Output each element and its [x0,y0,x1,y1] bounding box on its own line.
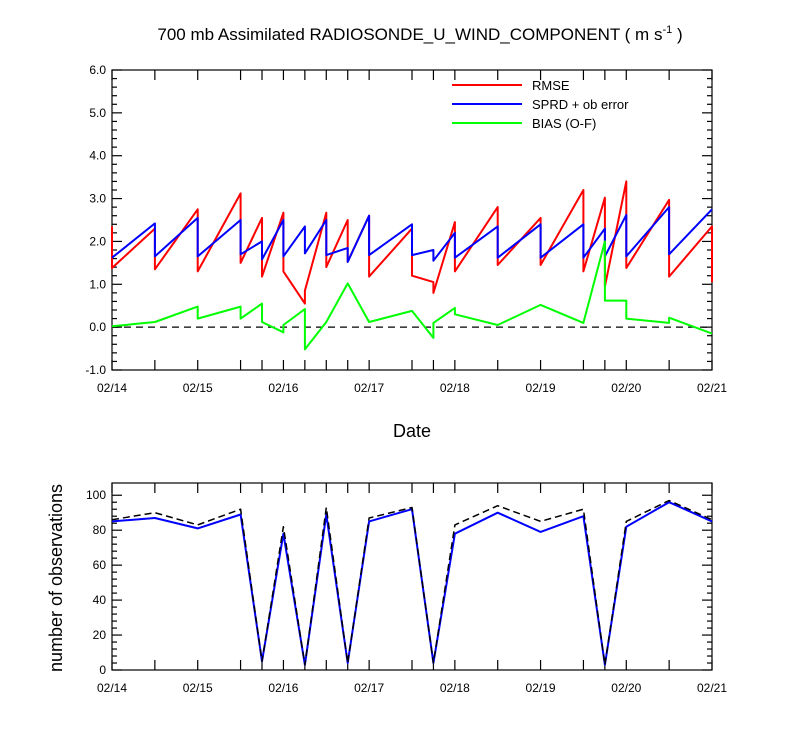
x-tick-label: 02/20 [611,681,641,695]
lower-x-axis: 02/14 02/15 02/16 02/17 02/18 02/19 02/20 02/21 [97,483,727,695]
legend-label-rmse: RMSE [532,78,570,93]
lower-series-assimilated-observations [111,501,713,666]
y-tick-label: 0.0 [89,320,106,334]
x-tick-label: 02/21 [697,681,727,695]
upper-plot-frame [111,69,713,371]
y-tick-label: 0 [99,663,106,677]
x-axis-title: Date [393,421,431,441]
lower-series-total-observations [111,499,713,666]
legend-label-sprd: SPRD + ob error [532,97,629,112]
y-tick-label: 5.0 [89,106,106,120]
x-tick-label: 02/14 [97,381,127,395]
x-tick-label: 02/19 [526,381,556,395]
y-tick-label: -1.0 [85,363,106,377]
x-tick-label: 02/14 [97,681,127,695]
y-tick-label: 2.0 [89,234,106,248]
y-tick-label: 80 [93,523,107,537]
x-tick-label: 02/16 [268,681,298,695]
upper-panel: -1.00.01.02.03.04.05.06.0 02/14 02/15 02/1… [85,63,727,441]
x-tick-label: 02/15 [183,681,213,695]
x-tick-label: 02/17 [354,381,384,395]
upper-x-axis: 02/14 02/15 02/16 02/17 02/18 02/19 02/20 02/21 [97,70,727,395]
upper-series-group [111,180,713,351]
lower-y-axis: 0 20 40 60 80 100 [86,488,712,677]
y-tick-label: 3.0 [89,192,106,206]
y-tick-label: 6.0 [89,63,106,77]
x-tick-label: 02/21 [697,381,727,395]
y-tick-label: 40 [93,593,107,607]
x-tick-label: 02/18 [440,381,470,395]
y-tick-label: 1.0 [89,277,106,291]
legend-label-bias: BIAS (O-F) [532,116,596,131]
x-tick-label: 02/17 [354,681,384,695]
upper-y-axis: -1.0 0.0 1.0 2.0 3.0 4.0 5.0 6.0 [85,63,712,377]
x-tick-label: 02/16 [268,381,298,395]
x-tick-label: 02/15 [183,381,213,395]
y-axis-title: number of observations [46,484,66,672]
x-tick-label: 02/20 [611,381,641,395]
x-tick-label: 02/19 [526,681,556,695]
y-tick-label: 60 [93,558,107,572]
lower-series-group [111,499,713,666]
upper-series-sprd-ob-error [111,206,713,263]
y-tick-label: 100 [86,488,106,502]
chart-title: 700 mb Assimilated RADIOSONDE_U_WIND_COM… [157,24,682,44]
upper-series-bias-o-f [111,240,713,351]
x-tick-label: 02/18 [440,681,470,695]
y-tick-label: 4.0 [89,149,106,163]
legend: RMSE SPRD + ob error BIAS (O-F) [452,78,629,131]
y-tick-label: 20 [93,628,107,642]
